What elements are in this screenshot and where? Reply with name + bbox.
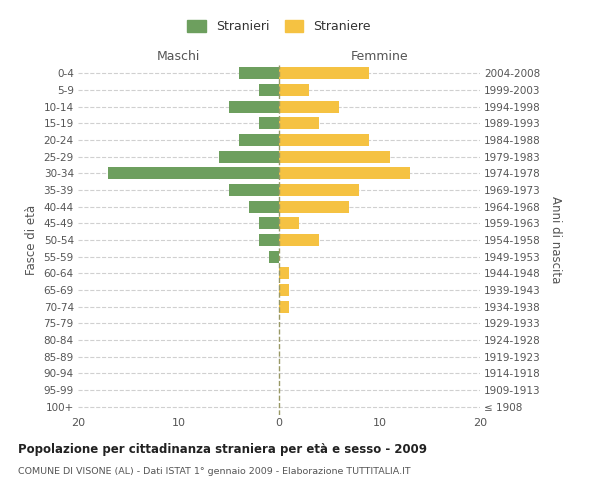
- Bar: [279, 150, 389, 162]
- Y-axis label: Anni di nascita: Anni di nascita: [549, 196, 562, 284]
- Legend: Stranieri, Straniere: Stranieri, Straniere: [182, 15, 376, 38]
- Text: Maschi: Maschi: [157, 50, 200, 64]
- Bar: [279, 84, 309, 96]
- Bar: [239, 134, 279, 146]
- Bar: [279, 134, 370, 146]
- Bar: [279, 200, 349, 212]
- Bar: [279, 100, 340, 112]
- Bar: [218, 150, 279, 162]
- Bar: [279, 184, 359, 196]
- Text: COMUNE DI VISONE (AL) - Dati ISTAT 1° gennaio 2009 - Elaborazione TUTTITALIA.IT: COMUNE DI VISONE (AL) - Dati ISTAT 1° ge…: [18, 468, 410, 476]
- Bar: [279, 284, 289, 296]
- Bar: [239, 68, 279, 80]
- Bar: [229, 184, 279, 196]
- Text: Femmine: Femmine: [350, 50, 409, 64]
- Bar: [259, 118, 279, 130]
- Bar: [259, 234, 279, 246]
- Bar: [279, 118, 319, 130]
- Bar: [279, 268, 289, 280]
- Bar: [279, 168, 410, 179]
- Bar: [279, 68, 370, 80]
- Bar: [279, 234, 319, 246]
- Bar: [259, 84, 279, 96]
- Bar: [229, 100, 279, 112]
- Bar: [259, 218, 279, 230]
- Y-axis label: Fasce di età: Fasce di età: [25, 205, 38, 275]
- Bar: [108, 168, 279, 179]
- Bar: [279, 300, 289, 312]
- Bar: [249, 200, 279, 212]
- Bar: [269, 250, 279, 262]
- Bar: [279, 218, 299, 230]
- Text: Popolazione per cittadinanza straniera per età e sesso - 2009: Popolazione per cittadinanza straniera p…: [18, 442, 427, 456]
